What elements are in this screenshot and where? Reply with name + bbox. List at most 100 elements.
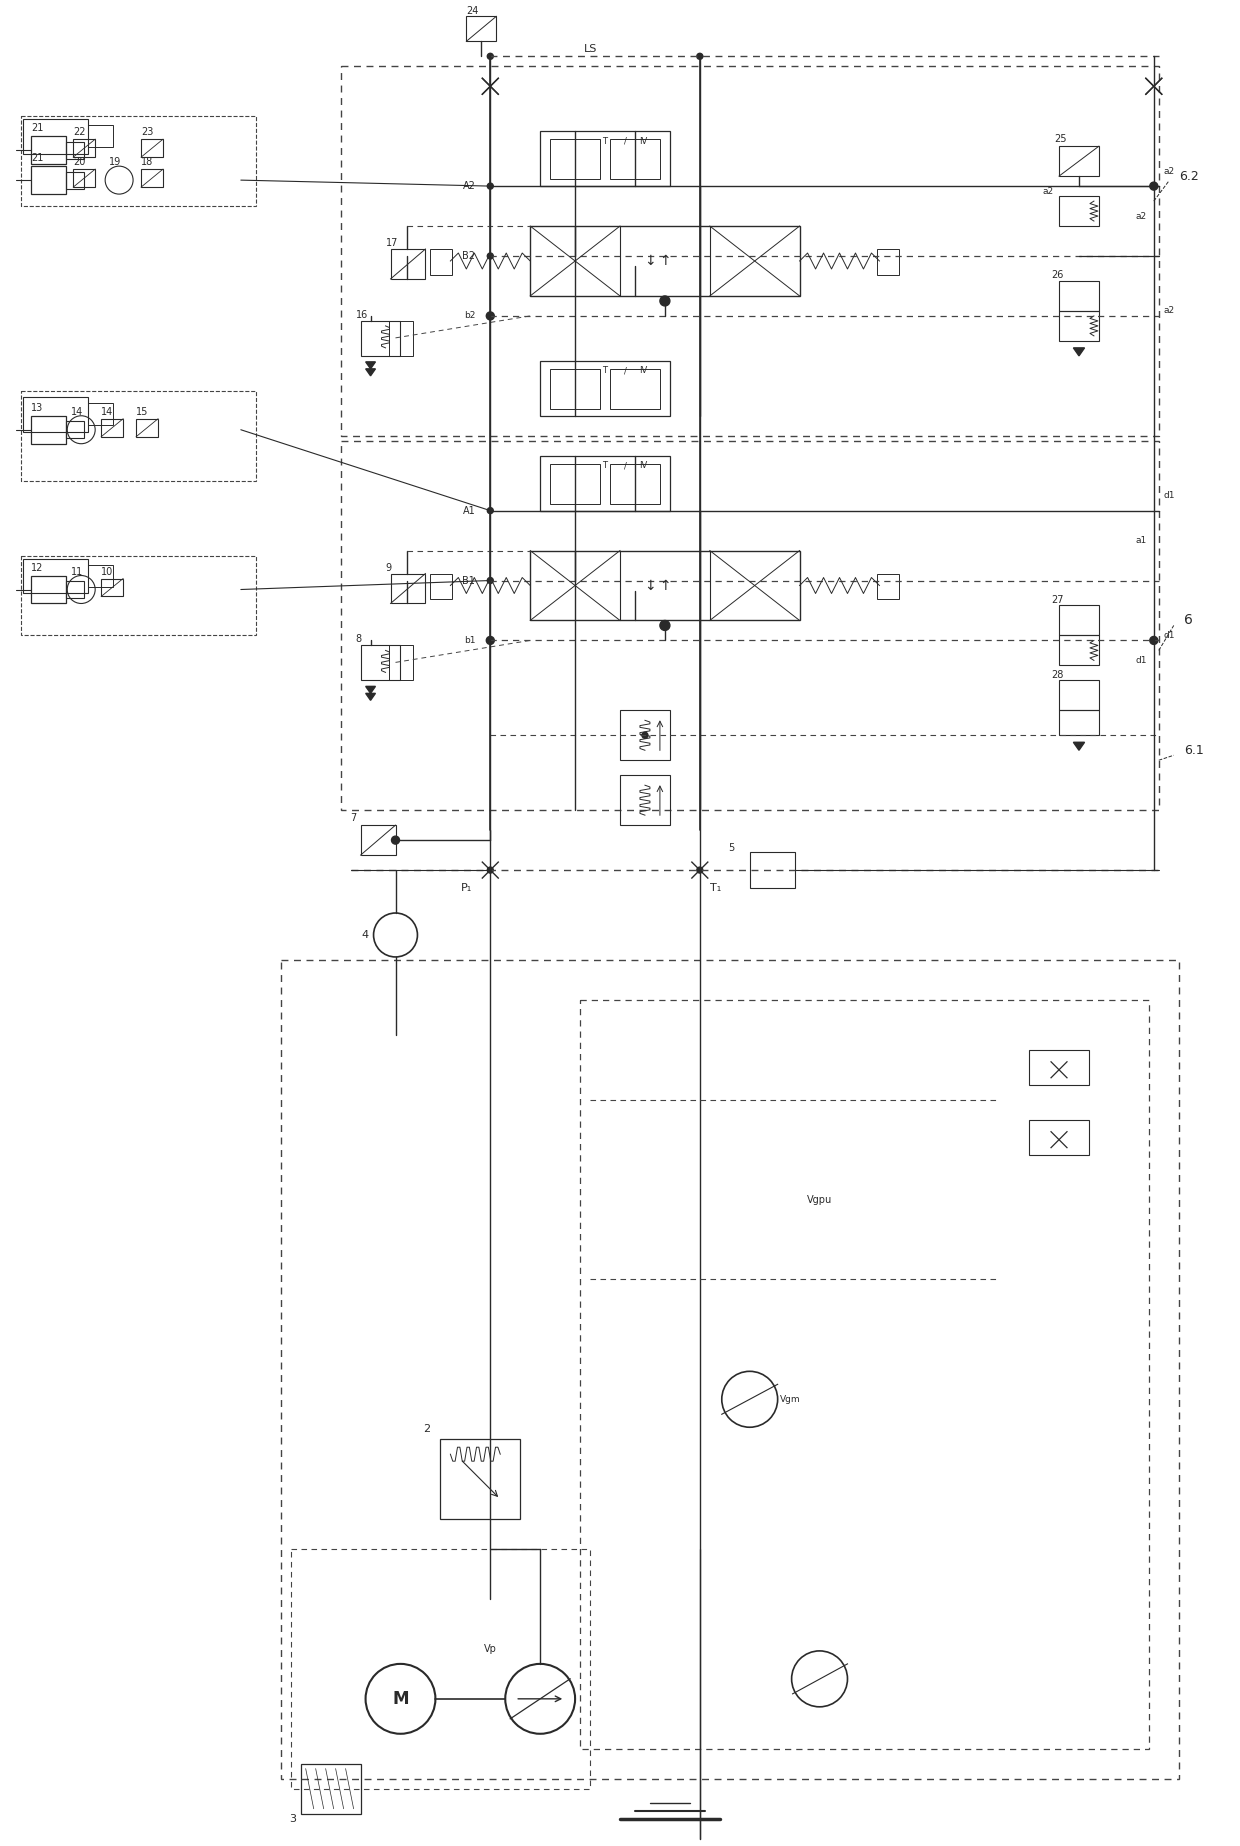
Bar (102, 419, 123, 438)
Bar (290, 1549, 590, 1789)
Bar (73, 138, 95, 157)
Text: 19: 19 (109, 157, 122, 168)
Text: ↑: ↑ (660, 578, 671, 593)
Bar (430, 249, 453, 275)
Bar (102, 578, 123, 596)
Bar (136, 419, 157, 438)
Text: 17: 17 (386, 238, 398, 247)
Text: P₁: P₁ (461, 882, 472, 893)
Bar (141, 138, 162, 157)
Bar (1029, 1121, 1089, 1154)
Bar (66, 142, 84, 159)
Text: 15: 15 (136, 406, 149, 417)
Text: Vp: Vp (484, 1645, 497, 1654)
Circle shape (486, 637, 495, 644)
Bar (24, 397, 88, 432)
Text: /: / (624, 462, 626, 471)
Bar (66, 421, 84, 438)
Text: 14: 14 (102, 406, 113, 417)
Text: 4: 4 (361, 930, 368, 940)
Bar (391, 574, 425, 604)
Text: 16: 16 (356, 310, 368, 319)
Circle shape (487, 868, 494, 873)
Text: 14: 14 (71, 406, 83, 417)
Text: b2: b2 (464, 312, 475, 321)
Text: ↓: ↓ (644, 578, 656, 593)
Text: d1: d1 (1164, 491, 1176, 500)
Bar (610, 138, 660, 179)
Text: T: T (603, 137, 608, 146)
Circle shape (660, 620, 670, 631)
Text: a2: a2 (1136, 212, 1147, 220)
Text: B2: B2 (463, 251, 475, 260)
Bar (551, 369, 600, 408)
Text: 21: 21 (31, 124, 43, 133)
Text: 3: 3 (289, 1813, 295, 1824)
Bar (388, 321, 413, 356)
Circle shape (487, 253, 494, 258)
Bar (531, 550, 800, 620)
Text: Vgm: Vgm (780, 1396, 800, 1403)
Text: ↑: ↑ (660, 255, 671, 268)
Bar (280, 960, 1179, 1780)
Text: 6.2: 6.2 (1179, 170, 1199, 183)
Bar (21, 116, 255, 207)
Text: 12: 12 (31, 563, 43, 572)
Bar (341, 66, 1159, 436)
Text: A2: A2 (463, 181, 475, 192)
Bar (1059, 281, 1099, 310)
Polygon shape (1074, 347, 1085, 356)
Text: LS: LS (583, 44, 596, 54)
Bar (750, 853, 795, 888)
Bar (541, 360, 670, 415)
Bar (21, 391, 255, 480)
Text: IV: IV (639, 137, 647, 146)
Bar (1059, 196, 1099, 225)
Text: 18: 18 (141, 157, 154, 168)
Text: 7: 7 (351, 812, 357, 823)
Circle shape (487, 508, 494, 513)
Text: a2: a2 (1043, 186, 1054, 196)
Text: 13: 13 (31, 402, 43, 414)
Bar (610, 369, 660, 408)
Text: T: T (603, 462, 608, 471)
Circle shape (697, 54, 703, 59)
Circle shape (392, 836, 399, 844)
Bar (1059, 146, 1099, 175)
Text: d1: d1 (1164, 631, 1176, 641)
Bar (88, 402, 113, 425)
Text: /: / (624, 137, 626, 146)
Bar (466, 17, 496, 41)
Text: T: T (603, 366, 608, 375)
Bar (21, 556, 255, 635)
Bar (88, 565, 113, 587)
Bar (440, 1440, 521, 1519)
Text: 2: 2 (423, 1425, 430, 1434)
Bar (430, 574, 453, 600)
Text: 9: 9 (386, 563, 392, 572)
Text: d1: d1 (1136, 655, 1147, 665)
Polygon shape (366, 362, 376, 369)
Text: a2: a2 (1164, 166, 1176, 175)
Bar (31, 166, 66, 194)
Bar (301, 1763, 361, 1813)
Text: IV: IV (639, 462, 647, 471)
Bar (66, 172, 84, 188)
Bar (24, 559, 88, 594)
Circle shape (697, 868, 703, 873)
Polygon shape (1074, 742, 1085, 749)
Bar (551, 138, 600, 179)
Circle shape (487, 54, 494, 59)
Bar (361, 321, 401, 356)
Circle shape (486, 312, 495, 319)
Text: B1: B1 (463, 576, 475, 585)
Text: /: / (624, 366, 626, 375)
Text: 21: 21 (31, 153, 43, 162)
Text: ↓: ↓ (644, 255, 656, 268)
Bar (1059, 605, 1099, 635)
Bar (361, 646, 401, 681)
Bar (66, 581, 84, 598)
Bar (620, 775, 670, 825)
Bar (73, 170, 95, 186)
Bar (531, 225, 800, 295)
